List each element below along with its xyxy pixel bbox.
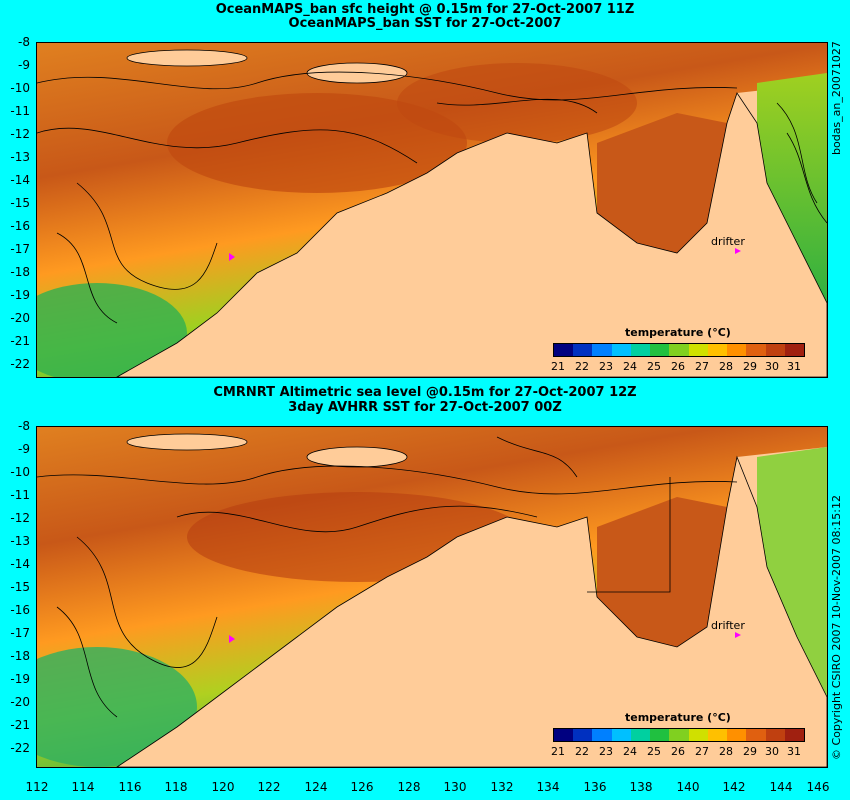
legend-label: 28	[719, 360, 733, 373]
legend-label: 30	[765, 360, 779, 373]
x-tick-label: 146	[806, 780, 830, 794]
legend-label: 22	[575, 360, 589, 373]
legend-label: 21	[551, 745, 565, 758]
y-tick-label: -8	[18, 419, 30, 433]
x-tick-label: 122	[257, 780, 281, 794]
bottom-title-line2: 3day AVHRR SST for 27-Oct-2007 00Z	[288, 400, 562, 415]
y-tick-label: -12	[10, 127, 30, 141]
legend-label: 23	[599, 360, 613, 373]
gulf-carpentaria	[597, 113, 727, 253]
x-tick-label: 112	[25, 780, 49, 794]
legend-label: 29	[743, 360, 757, 373]
y-tick-label: -19	[10, 288, 30, 302]
legend-label: 29	[743, 745, 757, 758]
legend-label: 31	[787, 745, 801, 758]
drifter-label-bottom: drifter	[711, 619, 745, 632]
top-sst-map	[37, 43, 827, 377]
x-tick-label: 138	[629, 780, 653, 794]
x-tick-label: 126	[350, 780, 374, 794]
y-tick-label: -21	[10, 334, 30, 348]
x-tick-label: 134	[536, 780, 560, 794]
y-tick-label: -17	[10, 626, 30, 640]
drifter-marker-bottom	[229, 635, 235, 643]
drifter-marker-top	[229, 253, 235, 261]
height-contours	[37, 71, 827, 324]
coral-sea-bottom	[757, 447, 827, 697]
y-tick-label: -10	[10, 81, 30, 95]
x-tick-label: 142	[722, 780, 746, 794]
y-tick-label: -9	[18, 442, 30, 456]
x-tick-label: 120	[211, 780, 235, 794]
australia-land	[116, 92, 827, 377]
y-tick-label: -14	[10, 557, 30, 571]
bottom-title-line1: CMRNRT Altimetric sea level @0.15m for 2…	[213, 385, 637, 400]
y-tick-label: -15	[10, 580, 30, 594]
australia-land-bottom	[116, 455, 827, 767]
x-tick-label: 136	[583, 780, 607, 794]
y-tick-label: -18	[10, 265, 30, 279]
legend-label: 28	[719, 745, 733, 758]
y-tick-label: -22	[10, 357, 30, 371]
x-tick-label: 130	[443, 780, 467, 794]
legend-label: 25	[647, 745, 661, 758]
legend-label: 31	[787, 360, 801, 373]
top-title-line2: OceanMAPS_ban SST for 27-Oct-2007	[288, 16, 562, 31]
coral-sea	[757, 73, 827, 303]
sea-level-contours	[37, 436, 738, 718]
y-tick-label: -13	[10, 150, 30, 164]
legend-label: 23	[599, 745, 613, 758]
y-tick-label: -17	[10, 242, 30, 256]
legend-label: 26	[671, 745, 685, 758]
top-legend-title: temperature (°C)	[625, 326, 731, 339]
y-tick-label: -16	[10, 219, 30, 233]
y-tick-label: -16	[10, 603, 30, 617]
top-title-line1: OceanMAPS_ban sfc height @ 0.15m for 27-…	[215, 2, 635, 17]
legend-label: 27	[695, 360, 709, 373]
drifter-marker-top-east	[735, 248, 741, 254]
legend-label: 27	[695, 745, 709, 758]
drifter-label-top: drifter	[711, 235, 745, 248]
legend-label: 21	[551, 360, 565, 373]
y-tick-label: -12	[10, 511, 30, 525]
legend-label: 30	[765, 745, 779, 758]
x-tick-label: 128	[397, 780, 421, 794]
x-tick-label: 140	[676, 780, 700, 794]
top-legend-bar	[553, 343, 805, 357]
y-tick-label: -8	[18, 35, 30, 49]
legend-label: 24	[623, 360, 637, 373]
y-tick-label: -9	[18, 58, 30, 72]
y-tick-label: -11	[10, 104, 30, 118]
top-side-label: bodas_an_20071027	[830, 41, 843, 155]
x-tick-label: 144	[769, 780, 793, 794]
x-tick-label: 132	[490, 780, 514, 794]
legend-label: 24	[623, 745, 637, 758]
x-tick-label: 116	[118, 780, 142, 794]
gulf-carpentaria-bottom	[597, 497, 727, 647]
y-tick-label: -18	[10, 649, 30, 663]
drifter-marker-bottom-east	[735, 632, 741, 638]
x-tick-label: 118	[164, 780, 188, 794]
bottom-legend-title: temperature (°C)	[625, 711, 731, 724]
y-tick-label: -13	[10, 534, 30, 548]
bottom-side-label: © Copyright CSIRO 2007 10-Nov-2007 08:15…	[830, 495, 843, 760]
legend-label: 25	[647, 360, 661, 373]
y-tick-label: -11	[10, 488, 30, 502]
top-map-panel	[36, 42, 828, 378]
bottom-legend-bar	[553, 728, 805, 742]
legend-label: 22	[575, 745, 589, 758]
y-tick-label: -21	[10, 718, 30, 732]
y-tick-label: -10	[10, 465, 30, 479]
y-tick-label: -20	[10, 311, 30, 325]
y-tick-label: -22	[10, 741, 30, 755]
y-tick-label: -14	[10, 173, 30, 187]
x-tick-label: 124	[304, 780, 328, 794]
bottom-sst-map	[37, 427, 827, 767]
y-tick-label: -15	[10, 196, 30, 210]
x-tick-label: 114	[71, 780, 95, 794]
y-tick-label: -19	[10, 672, 30, 686]
y-tick-label: -20	[10, 695, 30, 709]
bottom-map-panel	[36, 426, 828, 768]
legend-label: 26	[671, 360, 685, 373]
